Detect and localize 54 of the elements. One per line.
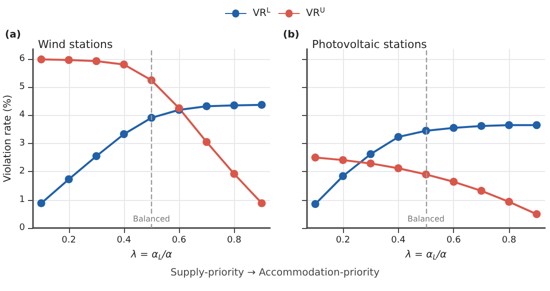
x-tick-label: 0.4 [391, 236, 406, 246]
point [64, 175, 73, 184]
point [532, 121, 541, 130]
chart-title: Photovoltaic stations [312, 38, 428, 51]
point [230, 101, 238, 110]
point [394, 132, 402, 141]
point [450, 124, 458, 132]
point [311, 200, 320, 208]
point [92, 152, 100, 160]
point [92, 57, 100, 66]
text: (a) [5, 30, 21, 40]
text: (b) [283, 30, 300, 40]
chart-title: Wind stations [38, 38, 113, 51]
x-tick-label: 0.2 [62, 236, 76, 246]
x-tick-label: 0.8 [502, 236, 516, 246]
point [311, 154, 320, 162]
y-tick-label: 4 [19, 110, 26, 120]
point [258, 100, 266, 109]
point [366, 159, 375, 168]
x-tick-label: 0.2 [336, 236, 350, 246]
point [120, 130, 128, 138]
y-tick-label: 1 [19, 194, 25, 205]
y-tick-label: 0 [19, 223, 26, 233]
point [202, 138, 211, 146]
point [394, 164, 402, 172]
x-tick-label: 0.8 [227, 236, 242, 246]
point [422, 170, 430, 178]
point [477, 122, 486, 130]
y-tick-label: 6 [19, 54, 26, 64]
x-tick-label: 0.6 [446, 236, 462, 246]
point [64, 56, 73, 64]
point [258, 199, 266, 208]
ref-line-label: Balanced [408, 214, 444, 224]
y-axis-title: Violation rate (%) [2, 94, 14, 182]
point [230, 170, 238, 178]
text: Supply-priority → Accommodation-priority [170, 268, 380, 278]
x-tick-label: 0.6 [172, 236, 186, 246]
point [505, 198, 514, 206]
point [477, 186, 486, 195]
point [450, 178, 458, 186]
point [338, 172, 347, 180]
point [532, 210, 541, 218]
ref-line-label: Balanced [133, 214, 170, 224]
point [338, 156, 347, 164]
y-tick-label: 3 [19, 138, 25, 148]
x-tick-label: 0.4 [116, 236, 132, 246]
point [505, 121, 514, 130]
point [120, 60, 128, 68]
y-tick-label: 2 [19, 166, 25, 177]
point [37, 55, 46, 64]
point [366, 150, 375, 158]
y-tick-label: 5 [19, 82, 25, 92]
point [202, 102, 211, 110]
point [37, 199, 46, 208]
